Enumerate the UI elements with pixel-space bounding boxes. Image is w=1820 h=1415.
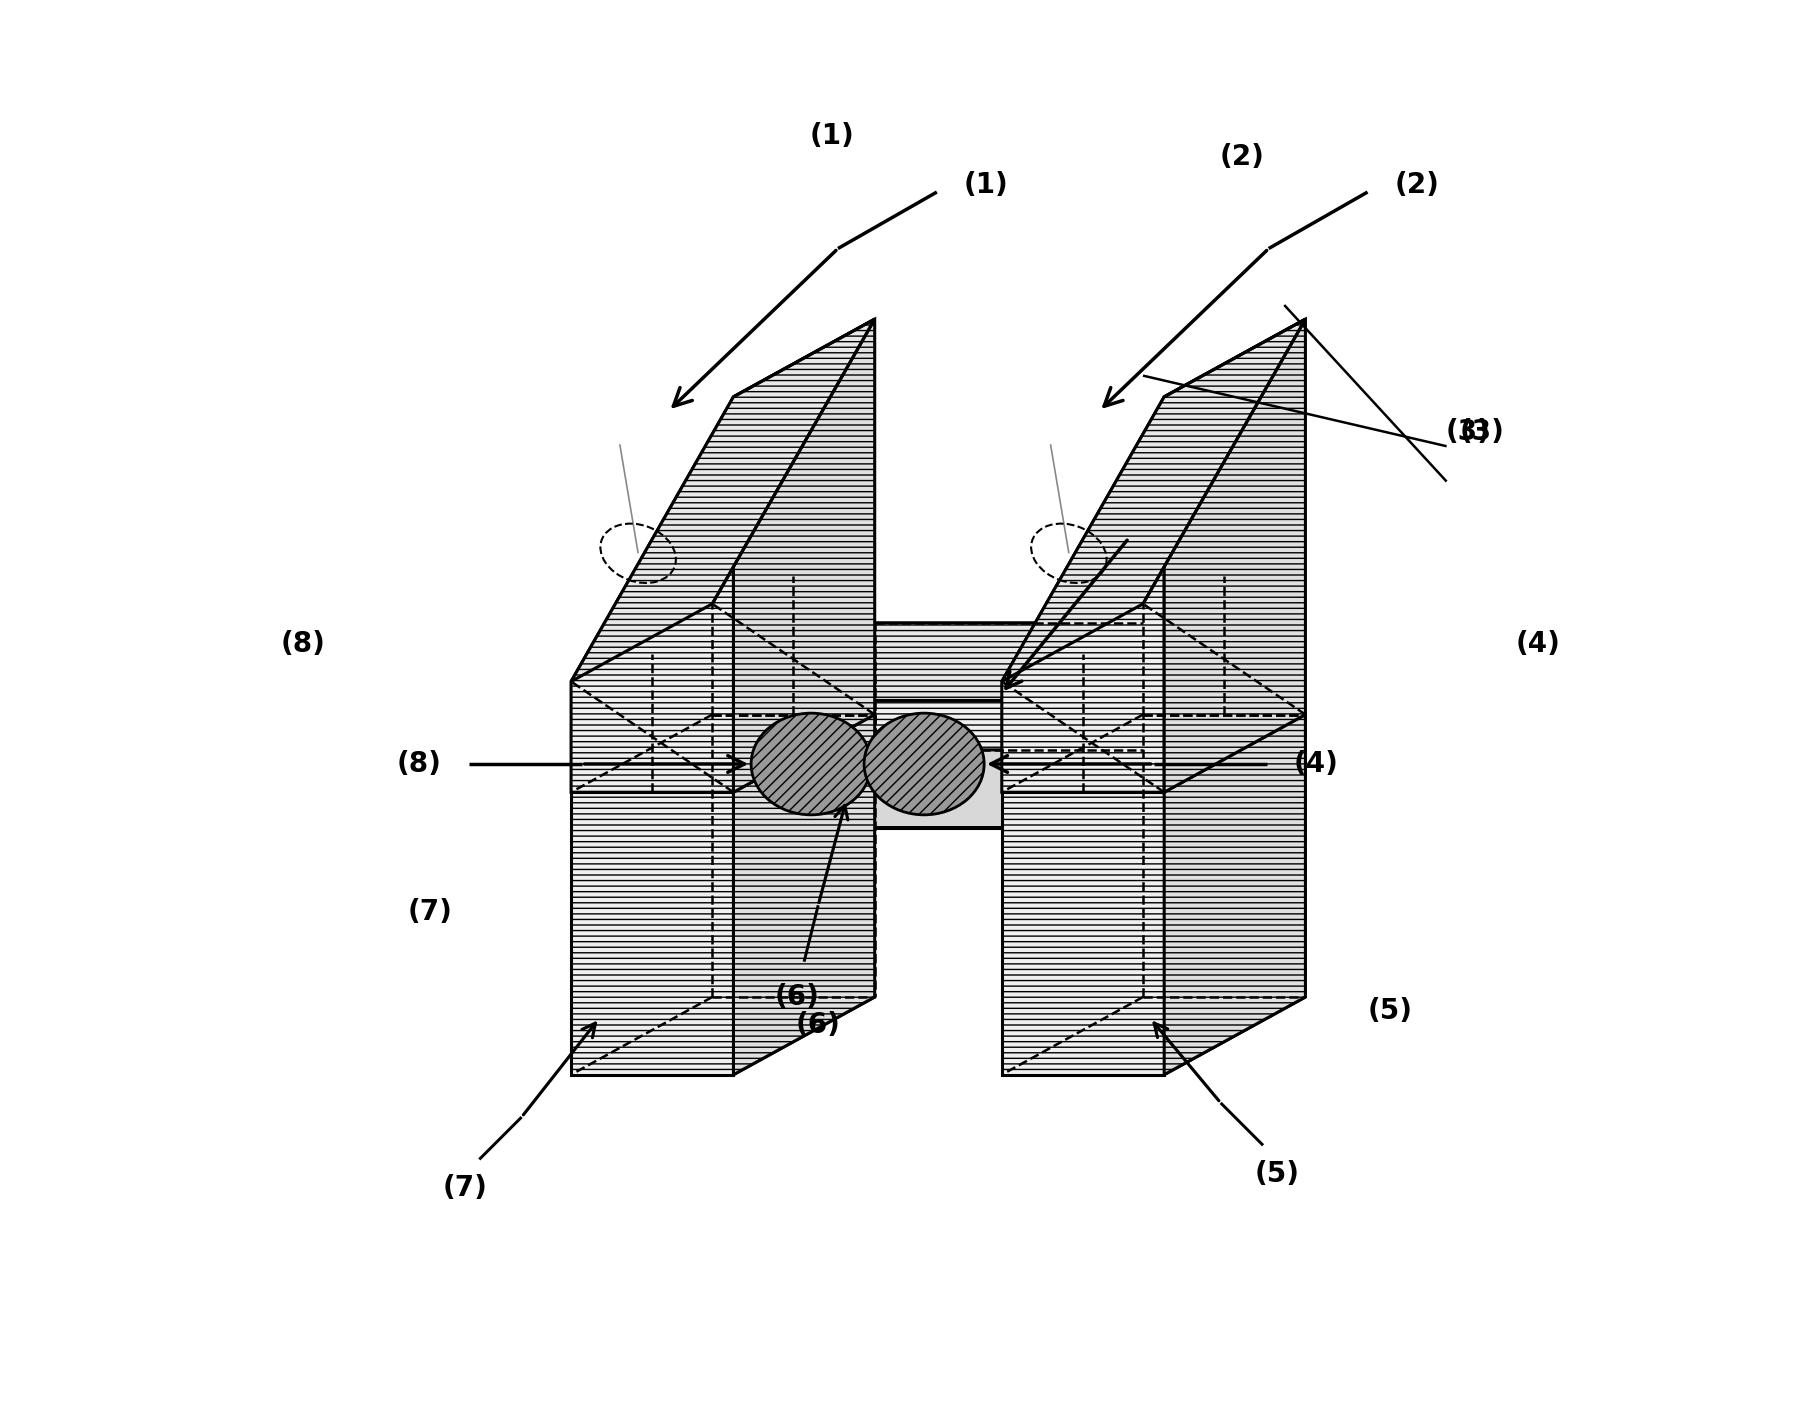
Polygon shape — [571, 998, 875, 1074]
Text: (1): (1) — [810, 122, 855, 150]
Polygon shape — [1165, 320, 1305, 792]
Text: (5): (5) — [1254, 1159, 1299, 1187]
Polygon shape — [1001, 320, 1305, 682]
Text: (3): (3) — [1445, 417, 1491, 446]
Polygon shape — [733, 320, 875, 792]
Text: (8): (8) — [280, 630, 326, 658]
Ellipse shape — [752, 713, 872, 815]
Text: (2): (2) — [1394, 171, 1440, 200]
Polygon shape — [571, 320, 875, 682]
Polygon shape — [1001, 396, 1165, 792]
Text: (6): (6) — [775, 983, 819, 1010]
Polygon shape — [1001, 792, 1165, 1074]
Polygon shape — [1165, 715, 1305, 1074]
Text: (7): (7) — [442, 1173, 488, 1201]
Text: (4): (4) — [1516, 630, 1562, 658]
Polygon shape — [733, 715, 875, 1074]
Polygon shape — [733, 623, 1143, 700]
Polygon shape — [571, 396, 733, 792]
Text: (7): (7) — [408, 899, 453, 927]
Text: (3): (3) — [1460, 417, 1505, 446]
Ellipse shape — [864, 713, 985, 815]
Text: (1): (1) — [965, 171, 1008, 200]
Polygon shape — [733, 700, 1001, 828]
Text: (6): (6) — [795, 1012, 841, 1039]
Text: (2): (2) — [1219, 143, 1265, 171]
Polygon shape — [1001, 998, 1305, 1074]
Text: (4): (4) — [1294, 750, 1338, 778]
Text: (8): (8) — [397, 750, 442, 778]
Polygon shape — [571, 792, 733, 1074]
Polygon shape — [733, 750, 1143, 828]
Text: (5): (5) — [1367, 998, 1412, 1024]
